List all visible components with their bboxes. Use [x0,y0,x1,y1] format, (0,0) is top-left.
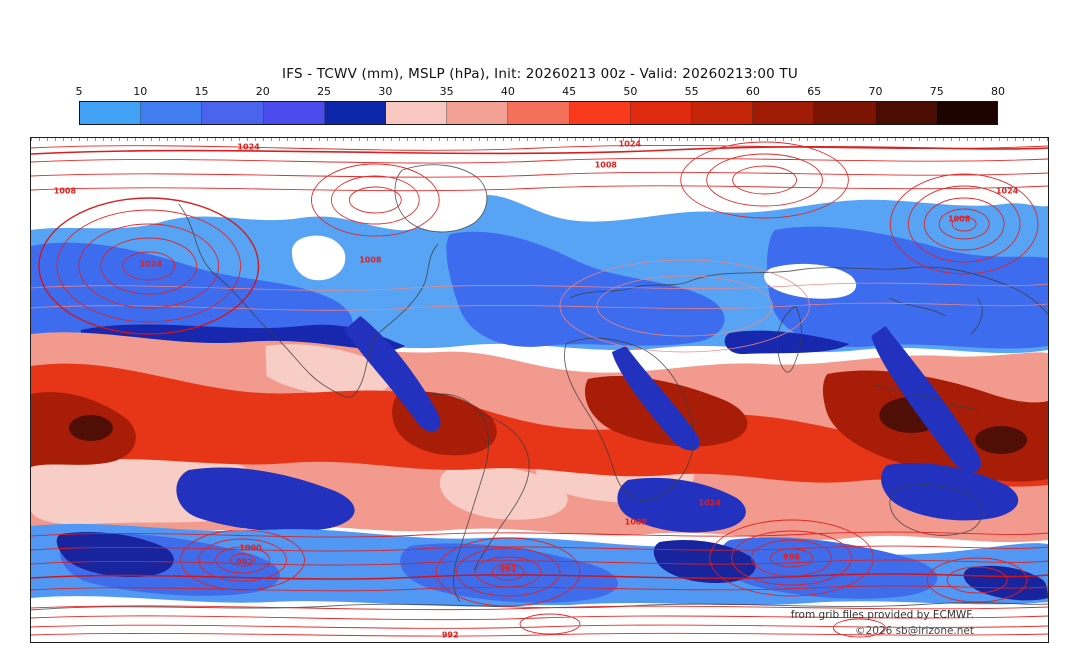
colorbar-tick: 80 [991,85,1005,98]
colorbar-cell-60-65 [753,102,815,124]
colorbar-cell-35-40 [447,102,509,124]
colorbar-tick: 15 [194,85,209,98]
colorbar-cell-70-75 [875,102,937,124]
colorbar-cell-10-15 [141,102,203,124]
contour-label: 1024 [995,186,1019,196]
contour-label: 1008 [624,517,647,527]
world-map: 1024 1024 1008 1008 1024 1008 1024 1008 1024 1008… [30,137,1049,643]
colorbar-tick: 40 [500,85,515,98]
colorbar-ticks: 5 10 15 20 25 30 35 40 45 50 55 60 65 70 75 80 [75,85,1006,99]
contour-label: 996 [783,552,800,562]
colorbar-tick: 20 [255,85,270,98]
colorbar-cell-25-30 [324,102,387,124]
colorbar-tick: 65 [807,85,822,98]
tcwv-mslp-map-art [31,138,1048,642]
mslp-contours-layer [31,141,1048,638]
colorbar-tick: 45 [562,85,577,98]
colorbar-cell-50-55 [630,102,693,124]
contour-label: 1008 [948,214,971,224]
page-title: IFS - TCWV (mm), MSLP (hPa), Init: 20260… [282,66,798,82]
colorbar-cell-15-20 [202,102,264,124]
map-frame-ticks [31,138,1048,141]
colorbar-tick: 55 [684,85,699,98]
attribution-source: from grib files provided by ECMWF. [790,609,974,621]
colorbar-tick: 50 [623,85,638,98]
contour-labels: 1024 1024 1008 1008 1024 1008 1024 1008 1024 1008… [31,138,1048,642]
attribution-copyright: ©2026 sb@irizone.net [855,625,974,637]
colorbar-cell-40-45 [508,102,570,124]
contour-label: 992 [499,564,517,574]
colorbar-tick: 25 [317,85,332,98]
colorbar-cell-65-70 [814,102,876,124]
colorbar-tick: 70 [868,85,883,98]
colorbar-tick: 60 [745,85,760,98]
colorbar-cell-20-25 [263,102,325,124]
contour-label: 1024 [698,498,721,508]
contour-label: 1008 [359,255,382,265]
colorbar-cell-55-60 [692,102,754,124]
contour-label: 1008 [594,160,617,170]
colorbar-cell-45-50 [569,102,631,124]
contour-label: 1024 [139,259,162,269]
colorbar-tick: 75 [929,85,944,98]
contour-label: 1008 [53,186,77,196]
colorbar-cell-30-35 [386,102,448,124]
contour-label: 1024 [618,139,641,149]
colorbar-tick: 10 [133,85,148,98]
contour-label: 992 [441,630,459,640]
contour-label: 1000 [239,543,262,553]
colorbar [79,101,998,125]
contour-label: 1024 [237,142,260,152]
colorbar-tick: 35 [439,85,454,98]
contour-label: 992 [236,557,253,567]
colorbar-cell-5-10 [80,102,142,124]
colorbar-tick: 5 [75,85,83,98]
colorbar-tick: 30 [378,85,393,98]
tcwv-shading-layer [31,164,1048,642]
colorbar-cell-75-80 [936,102,998,124]
